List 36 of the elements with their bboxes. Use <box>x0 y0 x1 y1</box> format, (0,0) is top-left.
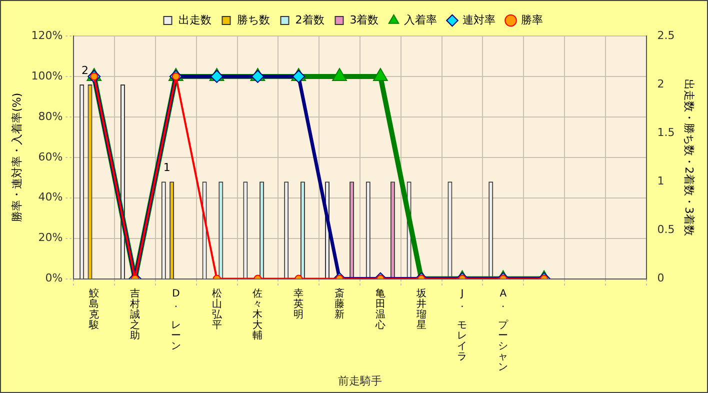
y2-tick-label: 1 <box>657 174 664 188</box>
y2-tick-label: 2 <box>657 77 664 90</box>
data-label: 1 <box>163 161 170 174</box>
x-tick-label: 佐々木大輔 <box>252 288 263 342</box>
legend-label: 出走数 <box>178 13 212 26</box>
legend-label: 勝率 <box>521 13 544 26</box>
x-axis-title: 前走騎手 <box>338 374 382 388</box>
x-tick-label: 坂井瑠星 <box>415 288 426 332</box>
x-tick-label: D. レーン <box>170 288 181 352</box>
data-label: 2 <box>82 64 89 77</box>
y2-tick-label: 0 <box>657 272 664 285</box>
y-tick-label: 60% <box>38 150 63 164</box>
x-tick-label: 吉村誠之助 <box>129 288 140 342</box>
legend-label: 2着数 <box>295 13 324 26</box>
y-tick-label: 100% <box>31 69 63 82</box>
y2-axis-title: 出走数・勝ち数・2着数・3着数 <box>682 78 696 236</box>
x-tick-label: J. モレイラ <box>457 288 468 363</box>
x-tick-label: 斎藤新 <box>334 288 345 321</box>
y2-tick-label: 1.5 <box>657 126 675 139</box>
y-tick-label: 80% <box>38 110 63 123</box>
x-tick-label: A. プーシャン <box>498 288 510 374</box>
legend-label: 勝ち数 <box>236 13 270 26</box>
x-tick-label: 松山弘平 <box>212 288 223 332</box>
x-tick-label: 鮫島克駿 <box>88 288 100 332</box>
y2-tick-label: 2.5 <box>657 28 675 42</box>
y2-tick-label: 0.5 <box>657 223 675 236</box>
y-tick-label: 40% <box>38 190 63 204</box>
legend-label: 入着率 <box>404 13 438 26</box>
legend-label: 3着数 <box>350 13 379 26</box>
y-tick-label: 120% <box>31 28 63 42</box>
x-tick-label: 幸英明 <box>294 288 304 321</box>
y-tick-label: 0% <box>45 272 63 285</box>
y-tick-label: 20% <box>38 231 63 244</box>
x-tick-label: 亀田温心 <box>374 288 386 332</box>
legend-label: 連対率 <box>462 13 496 26</box>
y-axis-title: 勝率・連対率・入着率(%) <box>10 92 24 222</box>
